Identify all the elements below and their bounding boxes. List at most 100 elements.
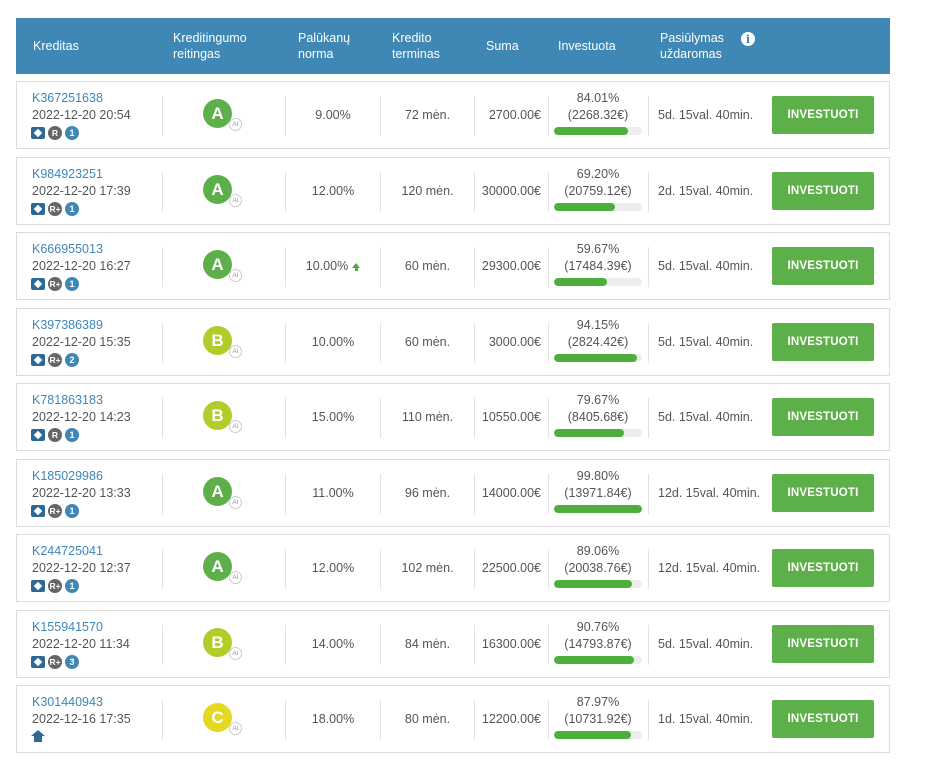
count-badge: 1: [65, 579, 79, 593]
divider: [474, 549, 475, 589]
invested-percent: 79.67%: [576, 393, 620, 407]
offer-closes: 5d. 15val. 40min.: [658, 637, 754, 651]
interest-rate: 14.00%: [286, 611, 380, 677]
risk-badge: R+: [48, 504, 62, 518]
header-loan[interactable]: Kreditas: [33, 39, 79, 53]
loan-id-link[interactable]: K301440943: [32, 695, 103, 709]
header-rating[interactable]: Kreditingumo reitingas: [173, 18, 247, 74]
loan-date: 2022-12-20 11:34: [32, 637, 130, 651]
loan-id-link[interactable]: K984923251: [32, 167, 103, 181]
invest-button[interactable]: INVESTUOTI: [772, 323, 874, 361]
invested-amount: (20759.12€): [564, 184, 632, 198]
divider: [474, 700, 475, 740]
grade-badge: B: [203, 326, 232, 355]
loan-term: 110 mėn.: [401, 410, 454, 424]
loan-date: 2022-12-20 13:33: [32, 486, 131, 500]
invested-percent: 99.80%: [576, 469, 620, 483]
loan-date: 2022-12-16 17:35: [32, 712, 131, 726]
divider: [285, 96, 286, 136]
progress-fill: [554, 429, 625, 437]
header-invested[interactable]: Investuota: [558, 39, 616, 53]
loan-amount: 12200.00€: [481, 712, 541, 726]
table-row: K781863183 2022-12-20 14:23 R 1 B AI 15.00% 110…: [16, 383, 890, 451]
header-offer-line1: Pasiūlymas: [660, 31, 724, 45]
divider: [648, 549, 649, 589]
invested-amount: (20038.76€): [564, 561, 632, 575]
loan-badges: R+ 2: [31, 353, 79, 367]
divider: [380, 247, 381, 287]
invest-button[interactable]: INVESTUOTI: [772, 474, 874, 512]
invest-button[interactable]: INVESTUOTI: [772, 247, 874, 285]
invest-button[interactable]: INVESTUOTI: [772, 549, 874, 587]
risk-badge: R+: [48, 277, 62, 291]
header-amount[interactable]: Suma: [486, 39, 519, 53]
invest-button[interactable]: INVESTUOTI: [772, 625, 874, 663]
header-rate[interactable]: Palūkanų norma: [298, 18, 350, 74]
interest-rate: 15.00%: [286, 384, 380, 450]
ai-badge: AI: [229, 647, 242, 660]
invested-percent: 84.01%: [576, 91, 620, 105]
loan-date: 2022-12-20 17:39: [32, 184, 131, 198]
loan-id-link[interactable]: K666955013: [32, 242, 103, 256]
divider: [474, 625, 475, 665]
count-badge: 1: [65, 277, 79, 291]
grade-badge: A: [203, 477, 232, 506]
divider: [648, 700, 649, 740]
loan-id-link[interactable]: K367251638: [32, 91, 103, 105]
progress-bar: [554, 354, 642, 362]
offer-closes: 5d. 15val. 40min.: [658, 410, 754, 424]
briefcase-icon: [31, 127, 45, 139]
loan-badges: R+ 1: [31, 277, 79, 291]
invested-amount: (17484.39€): [564, 259, 632, 273]
invest-button[interactable]: INVESTUOTI: [772, 700, 874, 738]
loan-term: 72 mėn.: [404, 108, 451, 122]
divider: [285, 323, 286, 363]
ai-badge: AI: [229, 496, 242, 509]
divider: [285, 625, 286, 665]
briefcase-icon: [31, 580, 45, 592]
divider: [548, 700, 549, 740]
briefcase-icon: [31, 278, 45, 290]
ai-badge: AI: [229, 118, 242, 131]
loan-amount: 30000.00€: [481, 184, 541, 198]
loan-id-link[interactable]: K185029986: [32, 469, 103, 483]
header-term[interactable]: Kredito terminas: [392, 18, 440, 74]
invest-button[interactable]: INVESTUOTI: [772, 172, 874, 210]
progress-bar: [554, 203, 642, 211]
divider: [648, 172, 649, 212]
loan-badges: R+ 1: [31, 579, 79, 593]
divider: [162, 700, 163, 740]
offer-closes: 1d. 15val. 40min.: [658, 712, 754, 726]
loan-id-link[interactable]: K244725041: [32, 544, 103, 558]
loan-id-link[interactable]: K155941570: [32, 620, 103, 634]
risk-badge: R+: [48, 353, 62, 367]
loan-term: 84 mėn.: [404, 637, 451, 651]
invest-button[interactable]: INVESTUOTI: [772, 96, 874, 134]
header-rating-line1: Kreditingumo: [173, 31, 247, 45]
interest-rate-value: 10.00%: [305, 259, 349, 273]
briefcase-icon: [31, 656, 45, 668]
progress-bar: [554, 505, 642, 513]
interest-rate-value: 9.00%: [315, 108, 351, 122]
loan-amount: 22500.00€: [481, 561, 541, 575]
divider: [548, 474, 549, 514]
divider: [380, 474, 381, 514]
loan-date: 2022-12-20 14:23: [32, 410, 131, 424]
grade-badge: C: [203, 703, 232, 732]
invest-button[interactable]: INVESTUOTI: [772, 398, 874, 436]
loan-id-link[interactable]: K781863183: [32, 393, 103, 407]
invested-percent: 90.76%: [576, 620, 620, 634]
interest-rate-value: 18.00%: [311, 712, 355, 726]
ai-badge: AI: [229, 345, 242, 358]
invested-amount: (2268.32€): [567, 108, 629, 122]
interest-rate-value: 14.00%: [311, 637, 355, 651]
progress-fill: [554, 731, 632, 739]
interest-rate-value: 12.00%: [311, 561, 355, 575]
info-icon[interactable]: i: [741, 32, 755, 46]
loan-id-link[interactable]: K397386389: [32, 318, 103, 332]
divider: [548, 549, 549, 589]
header-offer-closes[interactable]: Pasiūlymas uždaromas: [660, 18, 724, 74]
table-row: K185029986 2022-12-20 13:33 R+ 1 A AI 11.00% 96…: [16, 459, 890, 527]
